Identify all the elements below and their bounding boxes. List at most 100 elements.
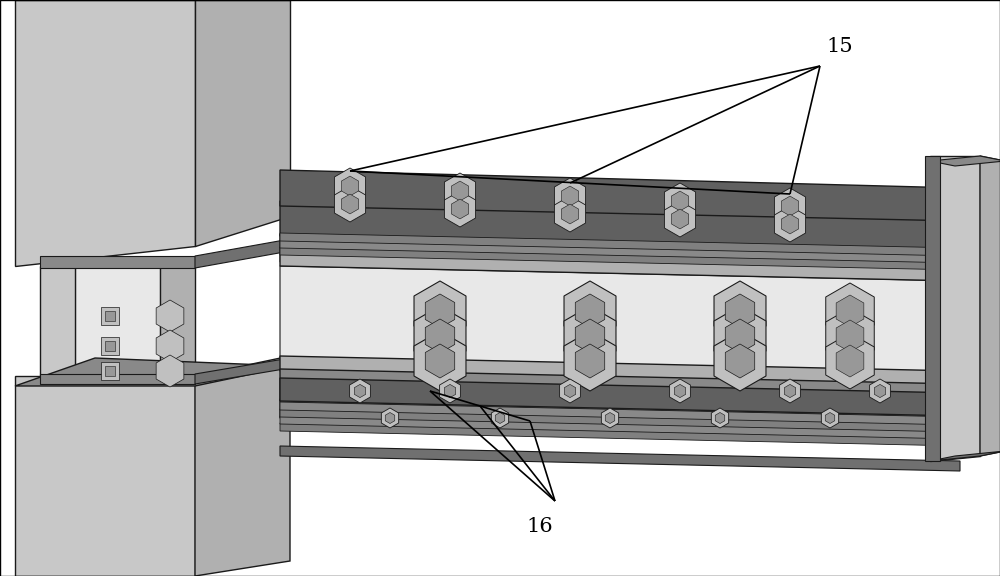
Polygon shape: [784, 384, 796, 397]
Polygon shape: [826, 333, 874, 389]
Polygon shape: [425, 344, 455, 378]
Polygon shape: [334, 168, 366, 204]
Polygon shape: [930, 156, 1000, 166]
Polygon shape: [444, 384, 456, 397]
Polygon shape: [280, 240, 960, 263]
Polygon shape: [156, 300, 184, 332]
Polygon shape: [836, 345, 864, 377]
Polygon shape: [101, 307, 119, 325]
Polygon shape: [280, 409, 960, 432]
Polygon shape: [280, 266, 960, 384]
Polygon shape: [440, 379, 460, 403]
Polygon shape: [280, 423, 960, 446]
Polygon shape: [930, 451, 1000, 461]
Polygon shape: [561, 204, 579, 224]
Polygon shape: [670, 379, 690, 403]
Polygon shape: [15, 358, 290, 386]
Polygon shape: [280, 416, 960, 439]
Polygon shape: [414, 331, 466, 391]
Polygon shape: [381, 408, 399, 428]
Polygon shape: [105, 366, 115, 376]
Polygon shape: [725, 294, 755, 328]
Polygon shape: [714, 331, 766, 391]
Polygon shape: [280, 170, 960, 221]
Polygon shape: [925, 156, 940, 461]
Polygon shape: [40, 374, 195, 384]
Polygon shape: [414, 281, 466, 341]
Polygon shape: [280, 234, 960, 281]
Polygon shape: [674, 384, 686, 397]
Polygon shape: [930, 156, 980, 461]
Polygon shape: [280, 201, 960, 251]
Polygon shape: [874, 384, 886, 397]
Polygon shape: [564, 281, 616, 341]
Polygon shape: [105, 340, 115, 351]
Polygon shape: [714, 306, 766, 366]
Polygon shape: [774, 188, 806, 224]
Polygon shape: [451, 181, 469, 201]
Polygon shape: [826, 308, 874, 364]
Polygon shape: [564, 384, 576, 397]
Polygon shape: [826, 283, 874, 339]
Polygon shape: [444, 173, 476, 209]
Polygon shape: [40, 256, 195, 268]
Polygon shape: [101, 337, 119, 355]
Polygon shape: [554, 178, 586, 214]
Polygon shape: [575, 294, 605, 328]
Polygon shape: [75, 266, 160, 376]
Polygon shape: [564, 331, 616, 391]
Polygon shape: [664, 183, 696, 219]
Polygon shape: [711, 408, 729, 428]
Polygon shape: [334, 186, 366, 222]
Polygon shape: [385, 412, 395, 423]
Polygon shape: [425, 319, 455, 353]
Polygon shape: [870, 379, 890, 403]
Polygon shape: [605, 412, 615, 423]
Polygon shape: [280, 233, 960, 256]
Polygon shape: [280, 369, 960, 416]
Polygon shape: [425, 294, 455, 328]
Polygon shape: [564, 306, 616, 366]
Polygon shape: [444, 191, 476, 227]
Polygon shape: [15, 376, 195, 576]
Polygon shape: [280, 356, 960, 386]
Polygon shape: [601, 408, 619, 428]
Polygon shape: [821, 408, 839, 428]
Polygon shape: [980, 156, 1000, 456]
Polygon shape: [781, 214, 799, 234]
Polygon shape: [554, 196, 586, 232]
Polygon shape: [575, 344, 605, 378]
Polygon shape: [725, 344, 755, 378]
Polygon shape: [280, 254, 960, 277]
Polygon shape: [664, 201, 696, 237]
Polygon shape: [781, 196, 799, 216]
Polygon shape: [560, 379, 580, 403]
Polygon shape: [101, 362, 119, 380]
Polygon shape: [495, 412, 505, 423]
Polygon shape: [491, 408, 509, 428]
Polygon shape: [671, 209, 689, 229]
Polygon shape: [15, 0, 195, 266]
Polygon shape: [725, 319, 755, 353]
Polygon shape: [561, 186, 579, 206]
Polygon shape: [671, 191, 689, 211]
Polygon shape: [280, 247, 960, 270]
Polygon shape: [195, 358, 290, 384]
Polygon shape: [774, 206, 806, 242]
Polygon shape: [160, 266, 195, 376]
Polygon shape: [825, 412, 835, 423]
Polygon shape: [195, 239, 290, 268]
Polygon shape: [575, 319, 605, 353]
Text: 16: 16: [527, 517, 553, 536]
Polygon shape: [156, 355, 184, 387]
Polygon shape: [341, 194, 359, 214]
Polygon shape: [451, 199, 469, 219]
Polygon shape: [156, 330, 184, 362]
Polygon shape: [836, 295, 864, 327]
Polygon shape: [105, 310, 115, 321]
Polygon shape: [780, 379, 800, 403]
Polygon shape: [280, 399, 960, 433]
Polygon shape: [280, 378, 960, 416]
Polygon shape: [280, 402, 960, 425]
Polygon shape: [414, 306, 466, 366]
